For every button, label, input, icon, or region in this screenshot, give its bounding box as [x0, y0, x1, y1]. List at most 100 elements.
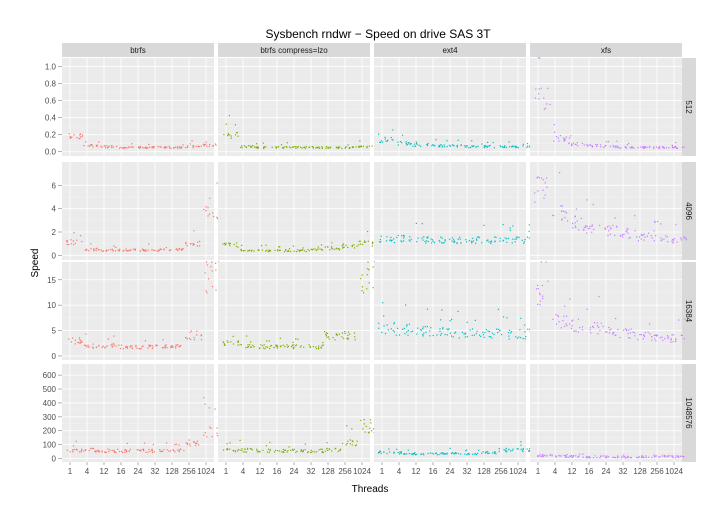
- data-point: [424, 240, 426, 243]
- data-point: [426, 240, 428, 242]
- series-points: [222, 419, 375, 454]
- data-point: [673, 146, 675, 149]
- data-point: [73, 232, 75, 234]
- data-point: [528, 449, 530, 452]
- data-point: [156, 344, 158, 346]
- data-point: [506, 317, 508, 319]
- data-point: [90, 447, 92, 450]
- data-point: [571, 143, 573, 145]
- data-point: [571, 227, 574, 229]
- data-point: [229, 245, 231, 247]
- data-point: [241, 244, 243, 246]
- data-point: [625, 231, 627, 233]
- data-point: [287, 345, 290, 347]
- data-point: [123, 147, 125, 149]
- data-point: [290, 345, 293, 348]
- data-point: [160, 248, 162, 250]
- data-point: [473, 334, 475, 336]
- data-point: [266, 249, 268, 251]
- chart-title: Sysbench rndwr − Speed on drive SAS 3T: [265, 27, 491, 41]
- data-point: [380, 452, 382, 455]
- data-point: [371, 245, 374, 247]
- data-point: [517, 236, 519, 238]
- data-point: [174, 347, 177, 349]
- data-point: [328, 448, 330, 450]
- x-tick-label: 1: [536, 467, 541, 476]
- data-point: [397, 234, 399, 237]
- data-point: [180, 344, 182, 347]
- data-point: [516, 337, 519, 339]
- data-point: [69, 136, 71, 138]
- data-point: [110, 344, 112, 346]
- data-point: [210, 266, 212, 268]
- data-point: [489, 336, 492, 338]
- data-point: [104, 347, 106, 349]
- data-point: [589, 225, 591, 227]
- data-point: [665, 235, 667, 237]
- data-point: [177, 449, 179, 451]
- data-point: [398, 334, 401, 336]
- data-point: [363, 419, 365, 421]
- data-point: [620, 234, 622, 237]
- data-point: [347, 338, 349, 341]
- data-point: [267, 250, 269, 253]
- row-strip: [682, 162, 696, 260]
- data-point: [542, 189, 544, 191]
- data-point: [338, 248, 340, 250]
- data-point: [240, 248, 242, 251]
- data-point: [406, 331, 408, 333]
- data-point: [318, 147, 321, 149]
- data-point: [198, 444, 200, 446]
- data-point: [415, 141, 417, 143]
- data-point: [148, 143, 150, 145]
- data-point: [537, 288, 539, 290]
- data-point: [575, 226, 577, 229]
- data-point: [151, 449, 153, 451]
- data-point: [241, 448, 243, 450]
- x-tick-label: 128: [165, 467, 179, 476]
- data-point: [654, 338, 656, 340]
- data-point: [441, 145, 444, 147]
- data-point: [119, 248, 121, 250]
- data-point: [648, 323, 651, 325]
- data-point: [676, 147, 678, 149]
- data-point: [169, 249, 171, 251]
- data-point: [346, 443, 348, 445]
- data-point: [675, 338, 677, 340]
- data-point: [192, 243, 194, 245]
- data-point: [325, 333, 327, 336]
- y-tick-label: 600: [43, 371, 57, 380]
- data-point: [349, 443, 351, 445]
- data-point: [240, 344, 243, 346]
- data-point: [95, 250, 97, 252]
- data-point: [327, 147, 329, 150]
- column-strip: [62, 43, 214, 57]
- data-point: [616, 140, 618, 142]
- data-point: [478, 237, 480, 239]
- data-point: [425, 242, 427, 244]
- data-point: [427, 142, 429, 145]
- data-point: [240, 146, 242, 149]
- data-point: [528, 146, 530, 148]
- data-point: [613, 146, 615, 148]
- data-point: [226, 449, 228, 451]
- data-point: [95, 346, 98, 348]
- data-point: [574, 216, 576, 218]
- data-point: [283, 451, 285, 453]
- data-point: [599, 457, 601, 459]
- data-point: [332, 336, 334, 339]
- data-point: [557, 316, 559, 318]
- data-point: [263, 147, 265, 149]
- data-point: [183, 450, 185, 452]
- data-point: [456, 146, 458, 148]
- data-point: [88, 250, 90, 252]
- data-point: [197, 241, 199, 243]
- data-point: [206, 436, 208, 438]
- data-point: [558, 321, 560, 323]
- data-point: [629, 337, 631, 339]
- data-point: [675, 340, 677, 343]
- data-point: [434, 452, 437, 454]
- data-point: [592, 457, 594, 459]
- data-point: [200, 145, 202, 147]
- data-point: [196, 334, 198, 336]
